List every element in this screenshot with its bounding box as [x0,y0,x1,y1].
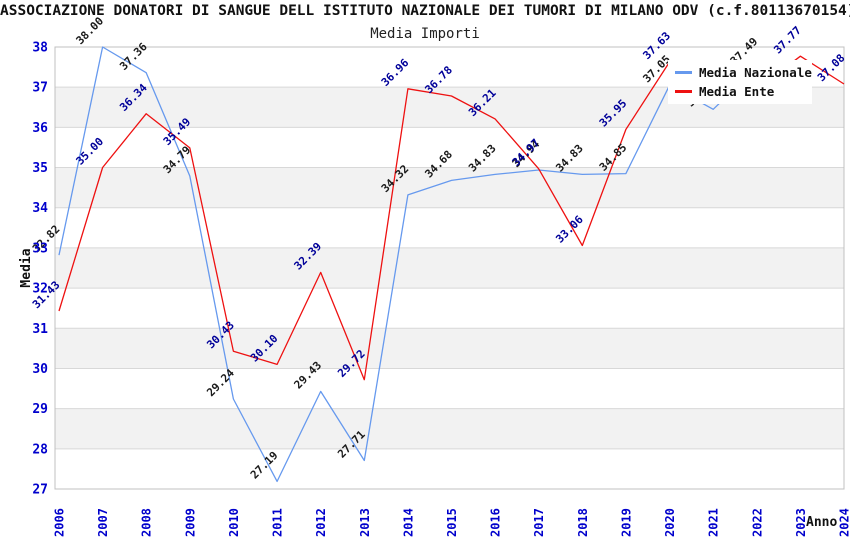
y-tick-label: 31 [32,322,48,337]
y-tick-label: 33 [32,241,48,256]
y-tick-label: 32 [32,282,48,297]
point-label: 35.00 [74,135,107,168]
point-label: 33.06 [553,213,586,246]
x-tick-label: 2023 [794,508,808,537]
point-label: 27.19 [248,449,281,482]
x-tick-label: 2006 [53,508,67,537]
x-tick-label: 2021 [707,508,721,537]
x-tick-label: 2012 [314,508,328,537]
point-label: 37.08 [815,51,848,84]
chart-subtitle: Media Importi [370,26,480,42]
series-line-media-nazionale [58,46,758,483]
y-tick-label: 28 [32,442,48,457]
y-tick-label: 34 [32,201,48,216]
x-tick-label: 2018 [576,508,590,537]
point-label: 37.36 [117,40,150,73]
x-tick-label: 2017 [532,508,546,537]
x-tick-label: 2011 [271,508,285,537]
x-tick-label: 2014 [401,508,415,537]
legend-line-sample-nazionale [675,71,692,74]
x-tick-label: 2020 [663,508,677,537]
legend-label: Media Ente [699,84,775,99]
x-tick-label: 2024 [838,508,850,537]
x-tick-label: 2010 [227,508,241,537]
y-tick-label: 37 [32,81,48,96]
y-tick-label: 35 [32,161,48,176]
x-tick-label: 2007 [96,508,110,537]
point-label: 36.96 [379,56,412,89]
y-tick-label: 36 [32,121,48,136]
x-tick-label: 2013 [358,508,372,537]
legend: Media Nazionale Media Ente [668,60,812,104]
point-label: 37.77 [771,24,804,57]
x-tick-label: 2008 [140,508,154,537]
grid-band [55,328,844,369]
x-tick-label: 2009 [183,508,197,537]
point-label: 38.00 [74,15,107,48]
x-tick-label: 2016 [489,508,503,537]
legend-label: Media Nazionale [699,65,812,80]
x-tick-label: 2022 [750,508,764,537]
chart-title: ASSOCIAZIONE DONATORI DI SANGUE DELL IST… [0,3,850,19]
y-tick-label: 29 [32,402,48,417]
grid-band [55,167,844,208]
y-tick-label: 30 [32,362,48,377]
legend-item-media-nazionale: Media Nazionale [668,65,812,80]
x-tick-label: 2015 [445,508,459,537]
plot-frame [54,46,845,490]
y-tick-label: 27 [32,483,48,498]
x-tick-label: 2019 [619,508,633,537]
legend-line-sample-ente [675,90,692,93]
legend-item-media-ente: Media Ente [668,84,812,99]
y-tick-label: 38 [32,41,48,56]
y-axis-title: Media [19,248,34,287]
x-axis-title: Anno [806,515,837,530]
grid-band [55,408,844,449]
grid-band [55,247,844,289]
